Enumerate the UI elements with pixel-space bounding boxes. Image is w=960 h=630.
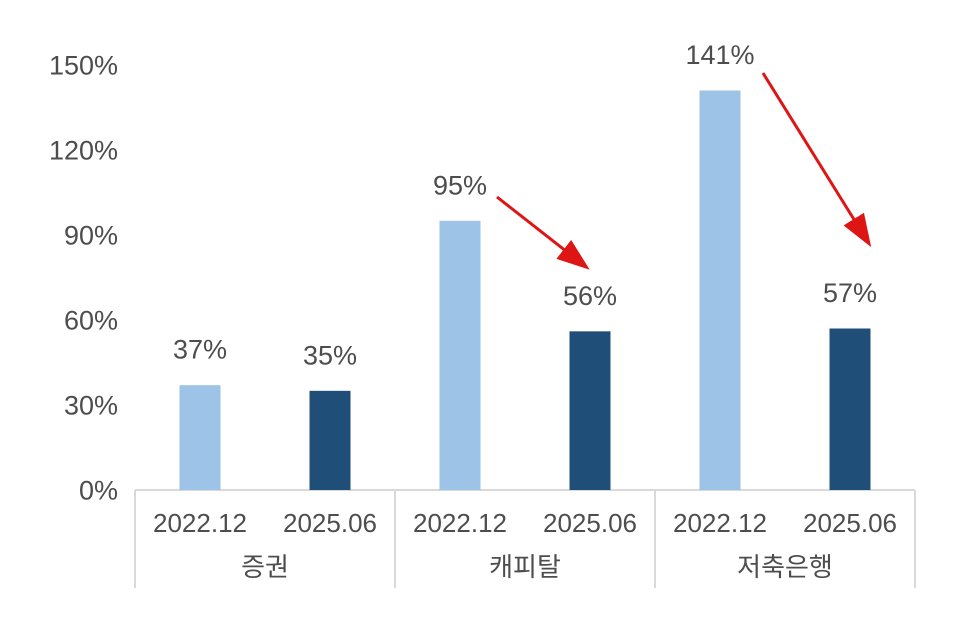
category-label: 증권 xyxy=(241,552,289,582)
bar-value-label: 35% xyxy=(303,340,357,370)
bar-light xyxy=(699,90,741,490)
bar-dark xyxy=(309,390,351,490)
period-label: 2022.12 xyxy=(153,508,247,538)
category-label: 캐피탈 xyxy=(489,552,561,582)
bar-value-label: 57% xyxy=(823,278,877,308)
bar-light xyxy=(439,220,481,491)
period-label: 2025.06 xyxy=(543,508,637,538)
bar-dark xyxy=(829,328,871,490)
bar-value-label: 37% xyxy=(173,335,227,365)
decline-arrow xyxy=(496,195,590,270)
y-axis-tick-label: 150% xyxy=(49,50,118,80)
period-label: 2022.12 xyxy=(673,508,767,538)
decline-arrow xyxy=(761,72,872,248)
y-axis-tick-label: 30% xyxy=(64,390,118,420)
bar-dark xyxy=(569,331,611,490)
y-axis-tick-label: 90% xyxy=(64,220,118,250)
y-axis-tick-label: 60% xyxy=(64,305,118,335)
period-label: 2025.06 xyxy=(283,508,377,538)
period-label: 2025.06 xyxy=(803,508,897,538)
period-label: 2022.12 xyxy=(413,508,507,538)
bar-value-label: 141% xyxy=(685,40,754,70)
y-axis-tick-label: 120% xyxy=(49,135,118,165)
bar-value-label: 95% xyxy=(433,170,487,200)
category-label: 저축은행 xyxy=(737,552,833,582)
bar-light xyxy=(179,385,221,490)
y-axis-tick-label: 0% xyxy=(79,475,118,505)
bar-value-label: 56% xyxy=(563,281,617,311)
